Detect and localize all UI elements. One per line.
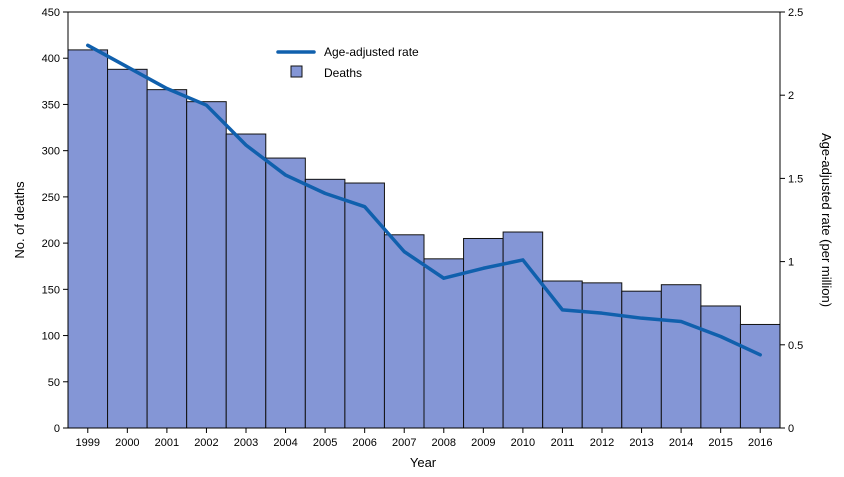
x-tick-label: 2005 (313, 437, 337, 449)
y2-tick-label: 2.5 (788, 7, 803, 19)
x-tick-label: 2001 (155, 437, 179, 449)
age-adjusted-rate-line (86, 43, 762, 357)
bar-2012 (581, 282, 623, 429)
x-tick-label: 2013 (629, 437, 653, 449)
axes-layer (67, 11, 781, 429)
x-tick-label: 2010 (511, 437, 535, 449)
ticks-layer: 0 50 100 150 200 250 300 350 400 450 0 0.5 1 1.5 2 2.5 1… (42, 7, 804, 449)
bar-2014 (660, 284, 702, 429)
bar-2004 (265, 157, 306, 429)
bar-2013 (621, 290, 662, 429)
rate-line-layer (86, 43, 762, 357)
x-tick-label: 2011 (551, 437, 575, 449)
legend-rate-label: Age-adjusted rate (324, 45, 419, 59)
bar-2003 (225, 133, 267, 429)
x-tick-label: 2012 (590, 437, 614, 449)
x-tick-label: 2016 (748, 437, 772, 449)
bar-2011 (542, 280, 583, 429)
x-tick-label: 1999 (76, 437, 100, 449)
x-tick-label: 2006 (352, 437, 376, 449)
x-tick-label: 2003 (234, 437, 258, 449)
y-tick-label: 300 (42, 146, 60, 158)
y-tick-label: 450 (42, 7, 60, 19)
x-tick-label: 2008 (432, 437, 456, 449)
x-tick-label: 2004 (273, 437, 297, 449)
bar-2001 (146, 89, 188, 429)
x-tick-label: 2014 (669, 437, 693, 449)
bar-2000 (107, 68, 148, 429)
y2-tick-label: 0 (788, 423, 794, 435)
bar-2007 (383, 234, 425, 429)
bar-1999 (67, 49, 109, 429)
x-tick-label: 2015 (708, 437, 732, 449)
y2-tick-label: 2 (788, 90, 794, 102)
x-tick-label: 2002 (194, 437, 218, 449)
y2-tick-label: 1.5 (788, 173, 803, 185)
bar-2015 (700, 305, 741, 429)
y-tick-label: 100 (42, 331, 60, 343)
y2-tick-label: 1 (788, 257, 794, 269)
legend: Age-adjusted rate Deaths (276, 45, 419, 80)
bar-2002 (186, 101, 227, 429)
bar-2016 (739, 323, 781, 429)
bar-2008 (423, 258, 465, 429)
y2-tick-label: 0.5 (788, 340, 803, 352)
y-tick-label: 200 (42, 238, 60, 250)
x-tick-label: 2007 (392, 437, 416, 449)
legend-deaths-label: Deaths (324, 66, 362, 80)
bar-2005 (304, 178, 346, 429)
x-tick-label: 2000 (115, 437, 139, 449)
y-tick-label: 350 (42, 99, 60, 111)
legend-deaths-swatch (290, 65, 303, 78)
bars-layer (67, 49, 781, 429)
y-tick-label: 400 (42, 53, 60, 65)
y-tick-label: 50 (48, 377, 60, 389)
y-axis-title: No. of deaths (12, 181, 27, 259)
y-tick-label: 150 (42, 284, 60, 296)
y-tick-label: 250 (42, 192, 60, 204)
x-tick-label: 2009 (471, 437, 495, 449)
y2-axis-title: Age-adjusted rate (per million) (819, 133, 834, 307)
bar-2010 (502, 231, 544, 429)
y-tick-label: 0 (54, 423, 60, 435)
x-axis-title: Year (410, 455, 437, 470)
